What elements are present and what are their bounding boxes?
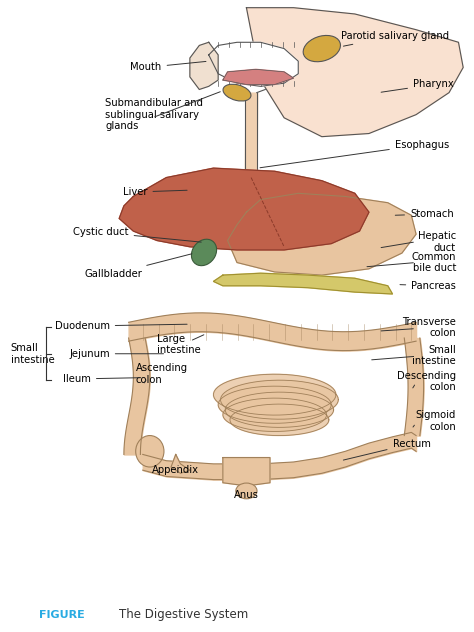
Text: Small
intestine: Small intestine: [412, 345, 456, 367]
Polygon shape: [218, 386, 331, 423]
Text: FIGURE: FIGURE: [39, 610, 85, 620]
Polygon shape: [209, 42, 298, 87]
Text: Mouth: Mouth: [130, 61, 206, 73]
Text: Transverse
colon: Transverse colon: [402, 317, 456, 338]
Text: Common
bile duct: Common bile duct: [411, 252, 456, 273]
Text: Liver: Liver: [123, 187, 187, 197]
Polygon shape: [225, 392, 334, 427]
Polygon shape: [213, 273, 392, 294]
Text: Pancreas: Pancreas: [400, 281, 456, 291]
Text: Appendix: Appendix: [152, 465, 199, 475]
Text: Ascending
colon: Ascending colon: [136, 363, 188, 385]
Polygon shape: [213, 374, 336, 415]
Text: The Digestive System: The Digestive System: [119, 609, 248, 621]
Ellipse shape: [303, 35, 340, 62]
Polygon shape: [119, 168, 369, 250]
Polygon shape: [171, 454, 190, 473]
Text: Gallbladder: Gallbladder: [85, 254, 192, 279]
Ellipse shape: [236, 483, 257, 499]
Text: Rectum: Rectum: [343, 439, 430, 460]
Text: Small
intestine: Small intestine: [11, 343, 55, 365]
Text: Esophagus: Esophagus: [260, 140, 449, 167]
Polygon shape: [223, 458, 270, 486]
Text: Parotid salivary gland: Parotid salivary gland: [341, 31, 449, 46]
Text: Hepatic
duct: Hepatic duct: [418, 231, 456, 253]
Text: Cystic duct: Cystic duct: [73, 228, 201, 242]
Polygon shape: [220, 380, 338, 419]
Polygon shape: [230, 404, 329, 435]
Text: Sigmoid
colon: Sigmoid colon: [416, 410, 456, 432]
Text: Stomach: Stomach: [395, 209, 454, 219]
Polygon shape: [246, 8, 463, 137]
Text: Large
intestine: Large intestine: [157, 334, 201, 355]
Text: Anus: Anus: [234, 490, 259, 501]
Text: Descending
colon: Descending colon: [397, 370, 456, 392]
Text: Submandibular and
sublingual salivary
glands: Submandibular and sublingual salivary gl…: [105, 98, 203, 131]
Ellipse shape: [136, 435, 164, 467]
Text: Duodenum: Duodenum: [55, 321, 187, 331]
Polygon shape: [190, 42, 218, 90]
Text: Jejunum: Jejunum: [69, 349, 164, 359]
Polygon shape: [223, 70, 293, 85]
Text: Pharynx: Pharynx: [381, 80, 454, 92]
Text: Ileum: Ileum: [63, 374, 140, 384]
Ellipse shape: [191, 240, 217, 265]
Ellipse shape: [223, 84, 251, 101]
Polygon shape: [228, 193, 416, 275]
Polygon shape: [223, 398, 327, 432]
